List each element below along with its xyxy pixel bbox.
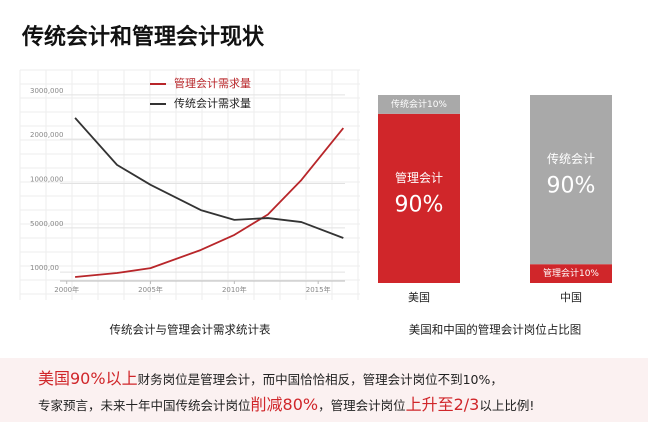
segment-name: 传统会计 [547, 151, 595, 166]
footer: 美国90%以上财务岗位是管理会计，而中国恰恰相反，管理会计岗位不到10%， 专家预… [0, 358, 648, 422]
y-tick-label: 2000,000 [30, 131, 63, 139]
bar-segment [378, 113, 460, 283]
x-tick-label: 2010年 [222, 285, 247, 294]
y-tick-label: 5000,000 [30, 220, 63, 228]
x-tick-label: 2005年 [138, 285, 163, 294]
title: 传统会计和管理会计现状 [21, 24, 265, 50]
value-label: 90% [395, 192, 444, 217]
caption: 传统会计与管理会计需求统计表 [110, 323, 271, 337]
caption: 美国和中国的管理会计岗位占比图 [409, 323, 582, 337]
highlight-text: 美国90%以上 [38, 369, 138, 388]
x-tick-label: 美国 [408, 291, 430, 304]
bar-segment [530, 264, 612, 283]
x-tick-label: 2015年 [306, 285, 331, 294]
text: 以上比例! [479, 398, 535, 413]
highlight-text: 上升至2/3 [405, 395, 480, 414]
highlight-text: 削减80% [250, 395, 319, 414]
background-table [19, 69, 360, 300]
footer-line: 美国90%以上财务岗位是管理会计，而中国恰恰相反，管理会计岗位不到10%， [38, 366, 648, 392]
legend-label: 管理会计需求量 [174, 76, 251, 90]
text: ，管理会计岗位 [318, 398, 406, 413]
value-label: 传统会计10% [391, 98, 447, 110]
x-tick-label: 2000年 [54, 285, 79, 294]
y-tick-label: 1000,00 [30, 264, 59, 272]
x-tick-label: 中国 [560, 291, 582, 304]
text: 财务岗位是管理会计，而中国恰恰相反，管理会计岗位不到10%， [137, 372, 503, 387]
text: 专家预言，未来十年中国传统会计岗位 [38, 398, 251, 413]
y-tick-label: 3000,000 [30, 87, 63, 95]
charts: 传统会计和管理会计现状 3000,000 2000,000 1000,000 5000… [19, 24, 612, 337]
footer-line: 专家预言，未来十年中国传统会计岗位削减80%，管理会计岗位上升至2/3以上比例! [38, 392, 648, 418]
segment-name: 管理会计 [395, 170, 443, 185]
value-label: 90% [547, 174, 596, 199]
y-tick-label: 1000,000 [30, 176, 63, 184]
bar-segment [378, 95, 460, 114]
value-label: 管理会计10% [543, 267, 599, 279]
line-series [74, 117, 344, 239]
bar-segment [530, 95, 612, 265]
line-series [75, 127, 345, 278]
legend-label: 传统会计需求量 [174, 97, 251, 110]
